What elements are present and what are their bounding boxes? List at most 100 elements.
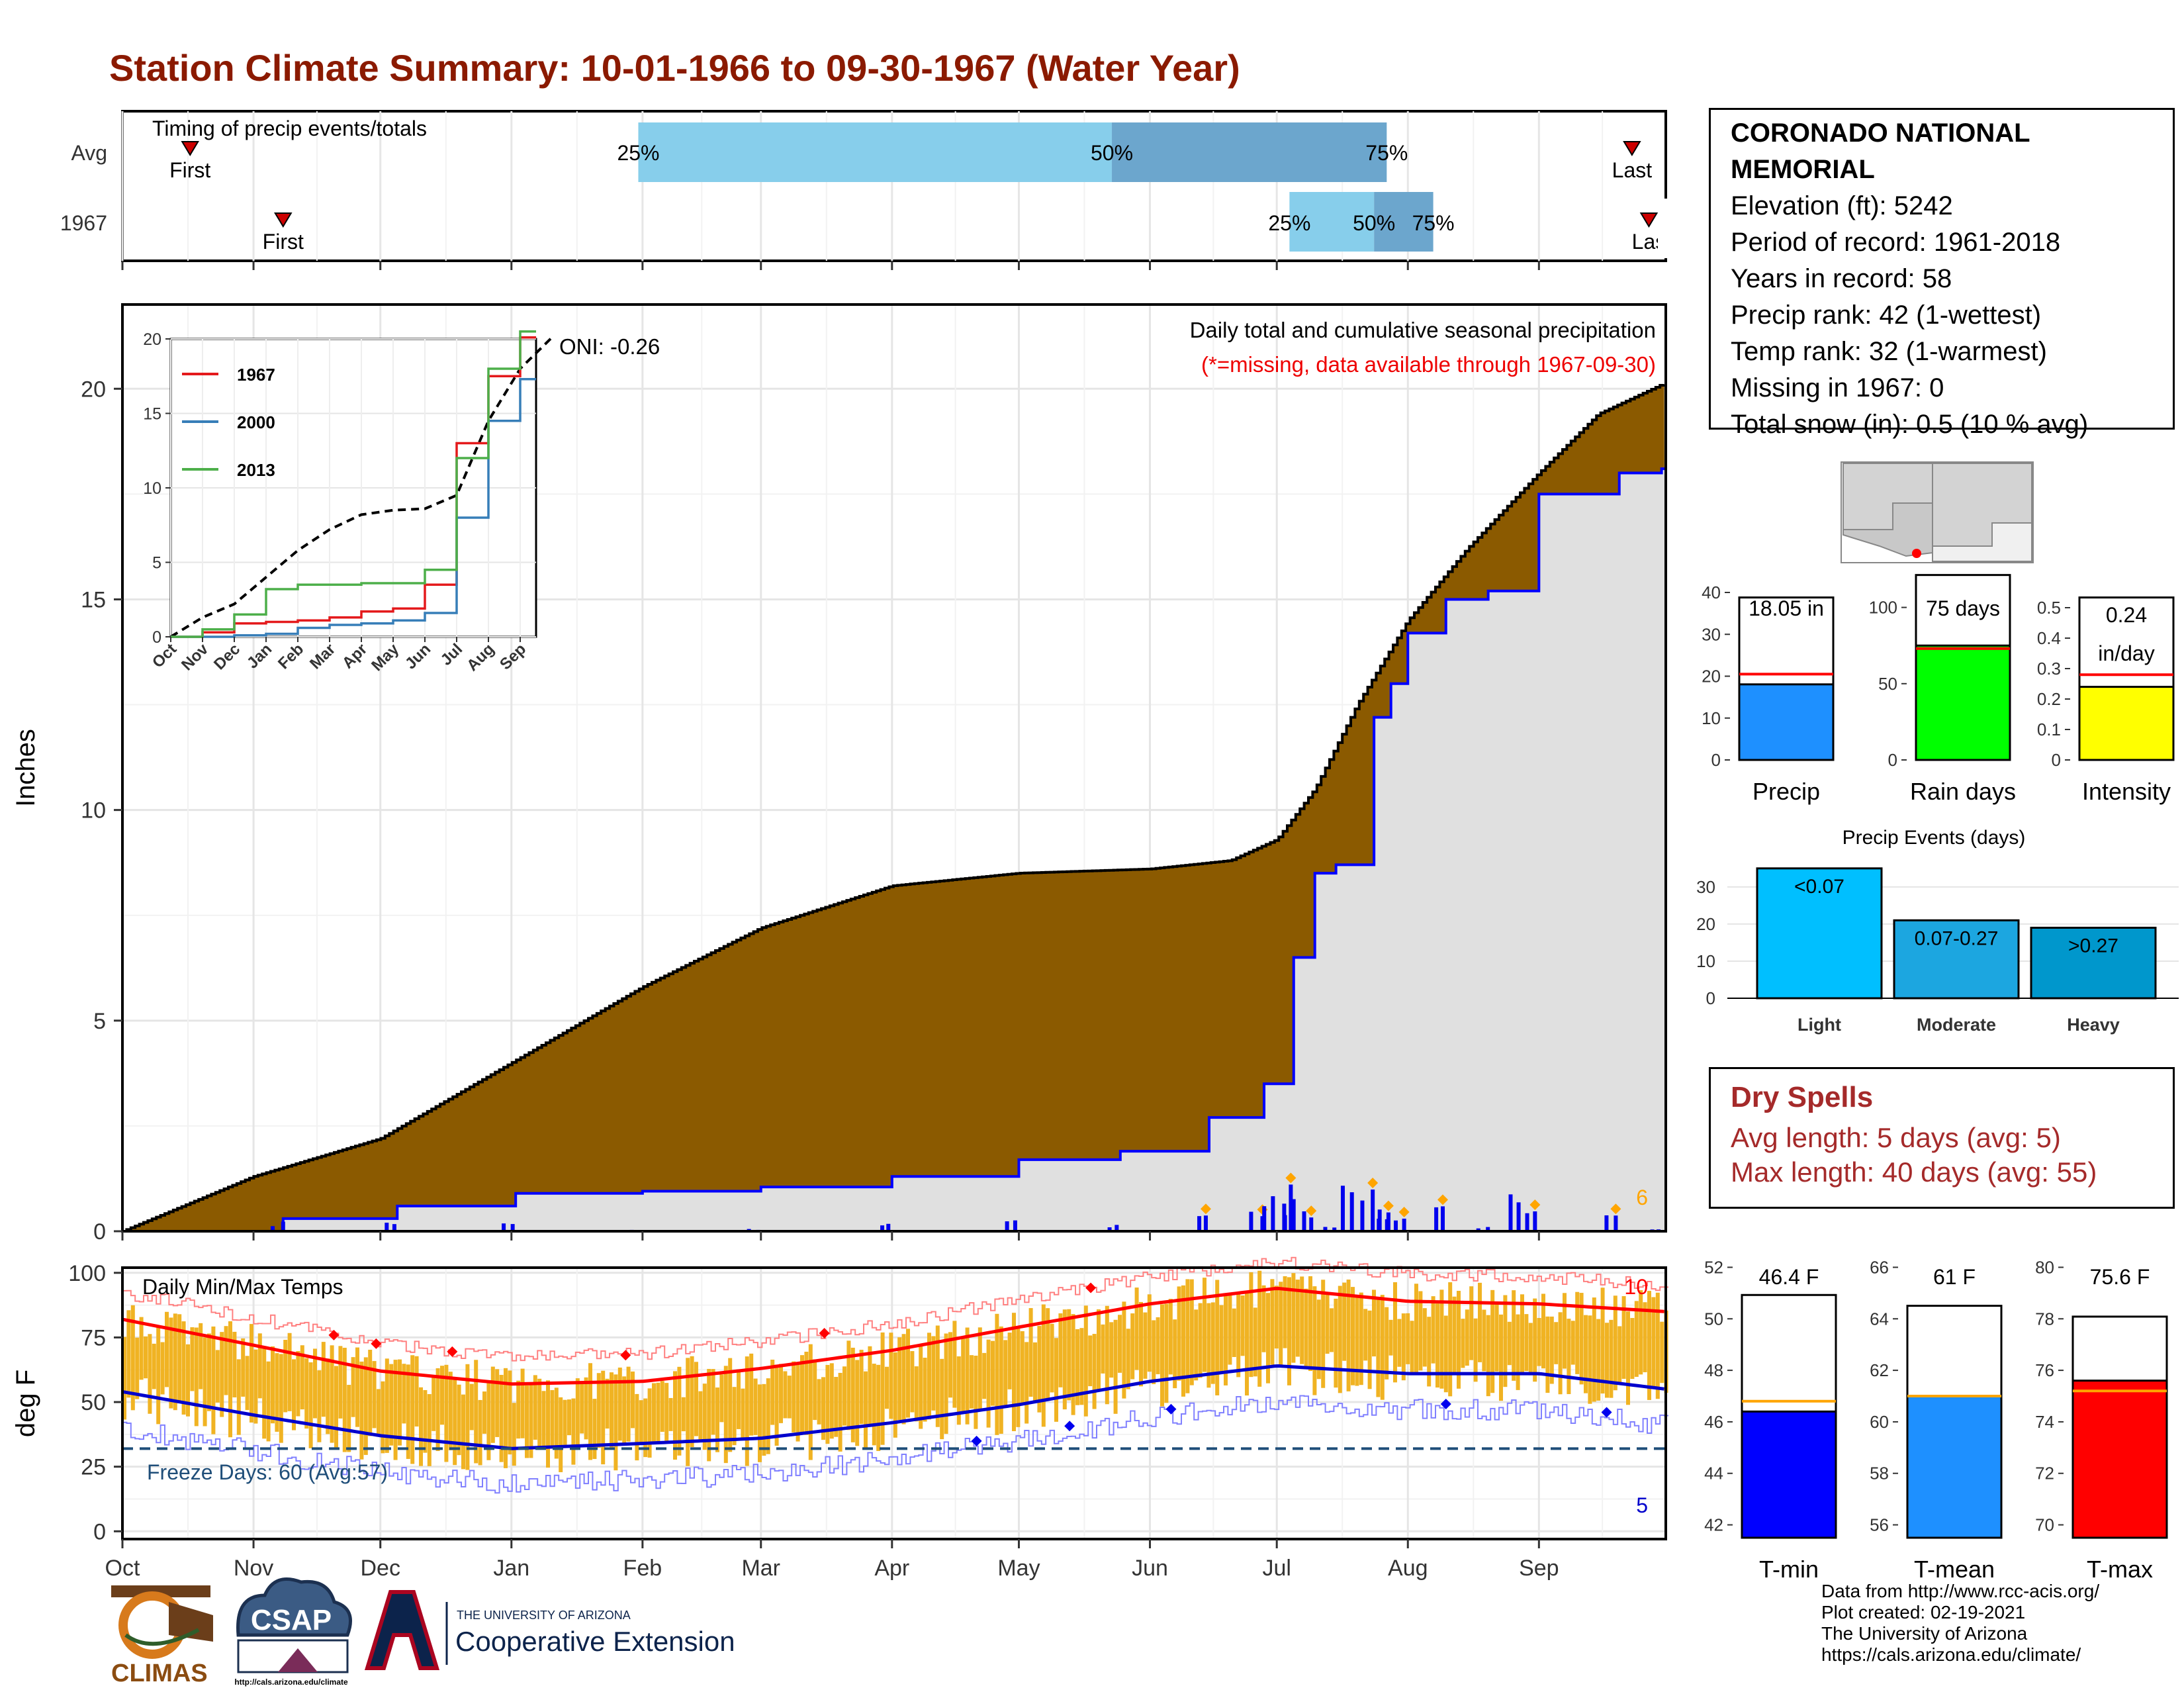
daily-temp-bar bbox=[372, 1361, 377, 1429]
daily-temp-bar bbox=[1431, 1296, 1435, 1364]
daily-temp-bar bbox=[1253, 1307, 1257, 1377]
temp-stat-t-max: 70 72 74 76 78 80 75.6 F T-max bbox=[2035, 1257, 2168, 1583]
daily-temp-bar bbox=[122, 1336, 126, 1420]
climas-logo: CLIMAS bbox=[111, 1585, 213, 1687]
daily-temp-bar bbox=[728, 1358, 733, 1452]
temp-xtick-label: Sep bbox=[1519, 1556, 1559, 1581]
daily-temp-bar bbox=[610, 1372, 614, 1449]
daily-temp-bar bbox=[262, 1346, 267, 1439]
avg-high-line bbox=[122, 1287, 1664, 1386]
daily-temp-bar bbox=[622, 1376, 627, 1446]
daily-temp-bar bbox=[130, 1305, 135, 1411]
daily-temp-bar bbox=[1355, 1295, 1359, 1386]
daily-temp-bar bbox=[1380, 1295, 1385, 1400]
year-cumulative-area bbox=[122, 469, 1666, 1231]
dry-spells-heading: Dry Spells bbox=[1731, 1081, 1874, 1113]
precip-total-bar bbox=[1738, 683, 1835, 761]
daily-temp-bar bbox=[1020, 1331, 1024, 1404]
daily-temp-bar bbox=[326, 1358, 330, 1434]
precip-daily-bar bbox=[1302, 1211, 1306, 1231]
daily-temp-bar bbox=[1490, 1289, 1495, 1393]
daily-temp-bar bbox=[944, 1333, 948, 1434]
record-high-marker bbox=[447, 1346, 458, 1357]
daily-temp-bar bbox=[1097, 1309, 1101, 1389]
daily-temp-bar bbox=[774, 1364, 779, 1446]
daily-temp-bar bbox=[1388, 1319, 1393, 1356]
record-high-marker bbox=[819, 1328, 830, 1339]
daily-temp-bar bbox=[1651, 1297, 1656, 1387]
daily-temp-bar bbox=[313, 1348, 317, 1419]
daily-temp-bar bbox=[1139, 1301, 1143, 1387]
record-high-marker bbox=[371, 1338, 382, 1349]
daily-temp-bar bbox=[889, 1333, 893, 1419]
precip-daily-bar bbox=[1115, 1225, 1119, 1231]
daily-temp-bar bbox=[571, 1398, 576, 1465]
temp-stat-t-mean-value: 61 F bbox=[1933, 1265, 1976, 1289]
daily-temp-bar bbox=[664, 1383, 669, 1442]
daily-temp-bar bbox=[758, 1384, 762, 1462]
timing-label-50: 50% bbox=[1091, 141, 1133, 165]
daily-temp-bar bbox=[677, 1366, 682, 1456]
record-low-marker bbox=[1601, 1407, 1612, 1418]
daily-temp-bar bbox=[635, 1393, 639, 1461]
inset-ytick-label: 10 bbox=[143, 479, 161, 498]
intensity-tick-label: 0.4 bbox=[2037, 628, 2061, 648]
temp-stat-t-mean-tick-label: 64 bbox=[1870, 1309, 1889, 1329]
daily-temp-bar bbox=[1046, 1308, 1050, 1399]
daily-temp-bar bbox=[846, 1340, 851, 1430]
avg-cumulative-area bbox=[122, 384, 1666, 1231]
daily-temp-bar bbox=[1092, 1334, 1097, 1409]
summary-bar-charts: 0 10 20 30 40 18.05 in Precip 0 50 100 75 days Rain… bbox=[1702, 574, 2175, 805]
rain-days-bar bbox=[1915, 644, 2011, 761]
daily-temp-bar bbox=[1134, 1288, 1139, 1370]
temp-stat-t-min-category: T-min bbox=[1759, 1556, 1819, 1583]
temp-stat-t-min-value: 46.4 F bbox=[1759, 1265, 1819, 1289]
timing-marker-first bbox=[181, 141, 199, 156]
temp-xtick-label: Jun bbox=[1132, 1556, 1168, 1581]
events-bar-light bbox=[1756, 867, 1883, 1000]
daily-temp-bar bbox=[787, 1376, 792, 1419]
daily-temp-bar bbox=[203, 1337, 207, 1427]
daily-temp-bar bbox=[1028, 1308, 1033, 1397]
csap-url-text: http://cals.arizona.edu/climate bbox=[234, 1677, 348, 1687]
daily-temp-bar bbox=[1304, 1288, 1308, 1368]
daily-temp-bar bbox=[766, 1378, 770, 1454]
daily-temp-bar bbox=[876, 1364, 881, 1451]
precip-daily-bar bbox=[271, 1226, 275, 1231]
daily-temp-bar bbox=[808, 1344, 813, 1460]
daily-temp-bar bbox=[1385, 1307, 1389, 1380]
station-precip-rank: Precip rank: 42 (1-wettest) bbox=[1731, 301, 2042, 330]
record-high-marker bbox=[1085, 1282, 1097, 1293]
daily-temp-bar bbox=[1224, 1294, 1228, 1385]
precip-daily-bar bbox=[1486, 1227, 1490, 1231]
precip-daily-bar bbox=[1360, 1200, 1365, 1231]
daily-temp-bar bbox=[541, 1391, 546, 1448]
daily-temp-bar bbox=[402, 1364, 406, 1424]
daily-temp-bar bbox=[935, 1325, 940, 1427]
daily-temp-bar bbox=[715, 1387, 719, 1452]
daily-temp-bar bbox=[469, 1383, 474, 1430]
dry-spells-box: Dry Spells Avg length: 5 days (avg: 5) M… bbox=[1709, 1067, 2175, 1209]
daily-temp-bar bbox=[686, 1358, 690, 1466]
precip-total-tick-label: 40 bbox=[1702, 583, 1721, 602]
daily-temp-bar bbox=[1596, 1319, 1601, 1401]
daily-temp-bar bbox=[707, 1368, 711, 1462]
daily-temp-bar bbox=[1570, 1321, 1575, 1365]
daily-temp-bar bbox=[1101, 1324, 1105, 1374]
events-category: Heavy bbox=[2067, 1015, 2120, 1035]
precip-daily-bar bbox=[1340, 1186, 1345, 1231]
record-low-marker bbox=[1440, 1398, 1451, 1409]
daily-temp-bar bbox=[1071, 1314, 1075, 1415]
daily-temp-bar bbox=[1287, 1277, 1291, 1385]
daily-temp-bar bbox=[1062, 1309, 1067, 1410]
daily-temp-bar bbox=[880, 1332, 885, 1445]
precip-daily-bar bbox=[1283, 1215, 1287, 1231]
daily-temp-bar bbox=[1330, 1308, 1334, 1352]
station-location-marker bbox=[1912, 549, 1921, 558]
timing-label-50: 50% bbox=[1353, 211, 1395, 235]
daily-temp-bar bbox=[482, 1391, 486, 1434]
daily-temp-bar bbox=[279, 1354, 283, 1443]
temp-stat-t-mean-tick-label: 66 bbox=[1870, 1257, 1889, 1277]
daily-temp-bar bbox=[1033, 1342, 1037, 1402]
daily-temp-bar bbox=[1312, 1286, 1317, 1395]
